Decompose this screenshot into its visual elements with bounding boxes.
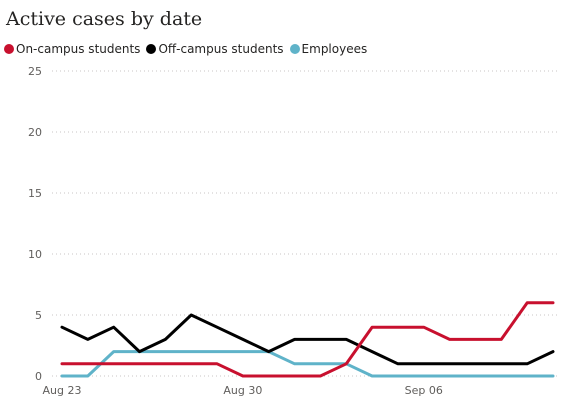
x-tick-label-sep-06: Sep 06 [405,384,443,397]
legend-label-off-campus: Off-campus students [158,42,284,56]
legend-marker-employees [289,44,300,54]
chart-title: Active cases by date [6,8,203,30]
y-tick-label-25: 25 [28,65,42,78]
legend-label-employees: Employees [301,42,368,56]
y-tick-label-20: 20 [28,126,42,139]
series-line-on-campus-students [60,301,555,378]
legend-item-on-campus[interactable]: On-campus students [4,42,140,56]
legend-item-employees[interactable]: Employees [289,42,368,56]
legend-marker-off-campus [146,44,157,54]
y-tick-label-0: 0 [35,370,42,383]
y-tick-label-10: 10 [28,248,42,261]
chart-legend: On-campus students Off-campus students E… [4,40,373,58]
legend-marker-on-campus [4,44,14,54]
legend-label-on-campus: On-campus students [16,42,141,56]
x-tick-label-aug-30: Aug 30 [223,384,262,397]
y-tick-label-5: 5 [35,309,42,322]
x-tick-label-aug-23: Aug 23 [43,384,82,397]
series-line-employees [60,350,555,378]
series-line-off-campus-students [60,313,555,366]
y-tick-label-15: 15 [28,187,42,200]
legend-item-off-campus[interactable]: Off-campus students [146,42,284,56]
